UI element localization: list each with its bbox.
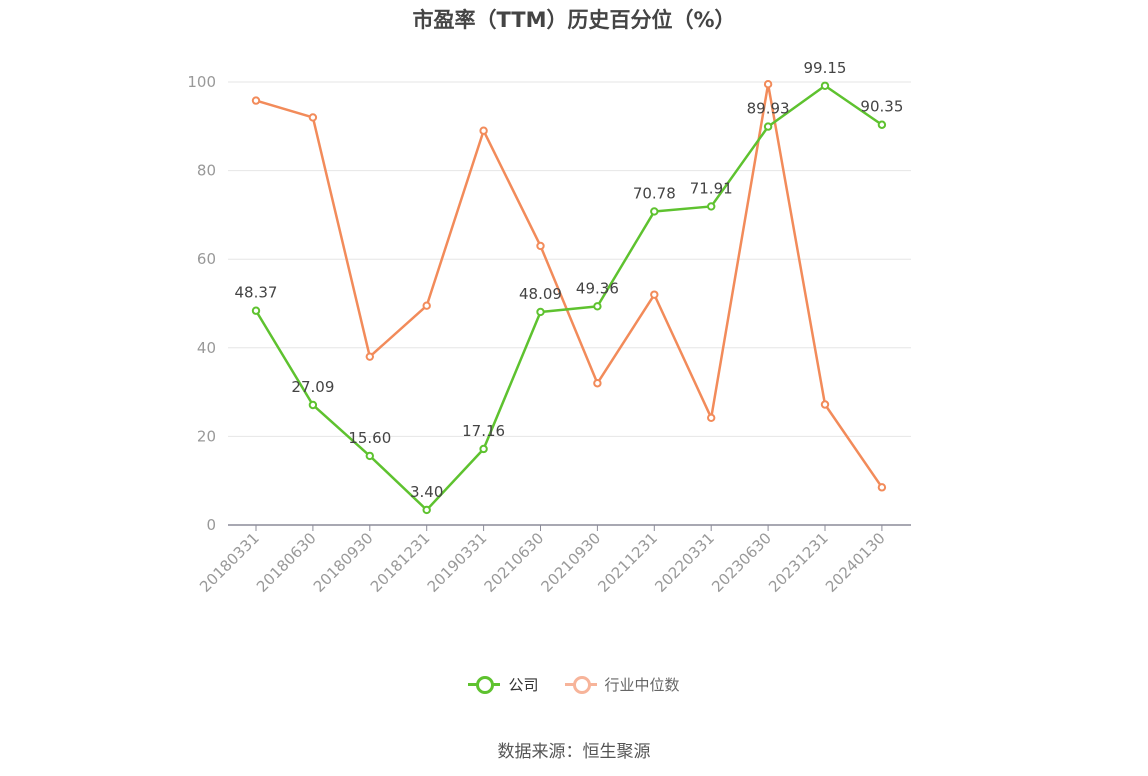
data-point-industry-median[interactable]	[365, 352, 374, 361]
x-tick-label: 20211231	[594, 529, 661, 596]
x-tick-label: 20230630	[708, 529, 775, 596]
data-label-company: 17.16	[462, 422, 505, 440]
y-tick-label: 40	[197, 339, 216, 357]
data-point-company[interactable]	[536, 307, 545, 317]
data-source-note: 数据来源：恒生聚源	[497, 742, 651, 762]
data-point-company[interactable]	[877, 120, 887, 129]
data-label-company: 27.09	[291, 378, 334, 396]
data-point-company[interactable]	[251, 306, 261, 315]
data-point-company[interactable]	[707, 202, 716, 211]
x-tick-label: 20190331	[424, 529, 491, 596]
data-point-company[interactable]	[479, 444, 488, 454]
y-tick-label: 100	[187, 73, 216, 91]
data-label-company: 71.91	[690, 179, 733, 197]
data-point-industry-median[interactable]	[479, 126, 488, 135]
legend-label-company: 公司	[508, 675, 539, 694]
data-point-industry-median[interactable]	[650, 290, 659, 299]
chart-title: 市盈率（TTM）历史百分位（%）	[412, 8, 736, 32]
data-point-company[interactable]	[593, 302, 602, 311]
data-point-company[interactable]	[650, 207, 659, 216]
legend-item-industry-median[interactable]: 行业中位数	[564, 672, 680, 696]
data-point-industry-median[interactable]	[251, 96, 261, 105]
x-tick-label: 20180630	[253, 529, 320, 596]
data-label-company: 3.40	[410, 483, 443, 501]
data-point-industry-median[interactable]	[536, 241, 545, 251]
x-tick-label: 20240130	[822, 529, 889, 596]
data-point-industry-median[interactable]	[763, 80, 773, 89]
series-line-industry-median	[255, 82, 883, 489]
y-tick-label: 80	[197, 162, 216, 180]
data-point-company[interactable]	[422, 505, 431, 515]
data-label-company: 90.35	[860, 98, 903, 116]
data-label-company: 49.36	[576, 279, 619, 297]
x-tick-label: 20231231	[765, 529, 832, 596]
data-point-company[interactable]	[365, 451, 374, 461]
data-point-company[interactable]	[820, 81, 830, 90]
series-line-company	[254, 84, 883, 512]
data-label-company: 70.78	[633, 184, 676, 202]
x-tick-label: 20220331	[651, 529, 718, 596]
data-label-company: 99.15	[804, 59, 847, 77]
data-point-industry-median[interactable]	[820, 400, 830, 409]
data-point-company[interactable]	[763, 122, 773, 131]
y-tick-label: 20	[197, 427, 216, 445]
data-label-company: 15.60	[348, 429, 391, 447]
chart-legend: 公司 行业中位数	[0, 672, 1148, 696]
y-tick-label: 0	[206, 516, 216, 534]
data-point-industry-median[interactable]	[877, 483, 887, 492]
data-point-industry-median[interactable]	[593, 379, 602, 388]
data-point-company[interactable]	[308, 400, 318, 410]
legend-company-marker-icon	[468, 672, 501, 696]
data-point-industry-median[interactable]	[308, 113, 318, 122]
data-label-company: 89.93	[747, 100, 790, 118]
y-tick-label: 60	[197, 250, 216, 268]
x-tick-label: 20180331	[196, 529, 263, 596]
legend-industry-marker-icon	[564, 672, 597, 696]
x-tick-label: 20210630	[481, 529, 548, 596]
legend-item-company[interactable]: 公司	[468, 672, 539, 696]
x-tick-label: 20181231	[367, 529, 434, 596]
data-label-company: 48.09	[519, 285, 562, 303]
data-point-industry-median[interactable]	[422, 301, 431, 310]
x-tick-label: 20210930	[538, 529, 605, 596]
x-tick-label: 20180930	[310, 529, 377, 596]
data-label-company: 48.37	[235, 284, 278, 302]
legend-label-industry-median: 行业中位数	[604, 675, 680, 694]
data-point-industry-median[interactable]	[707, 413, 716, 422]
